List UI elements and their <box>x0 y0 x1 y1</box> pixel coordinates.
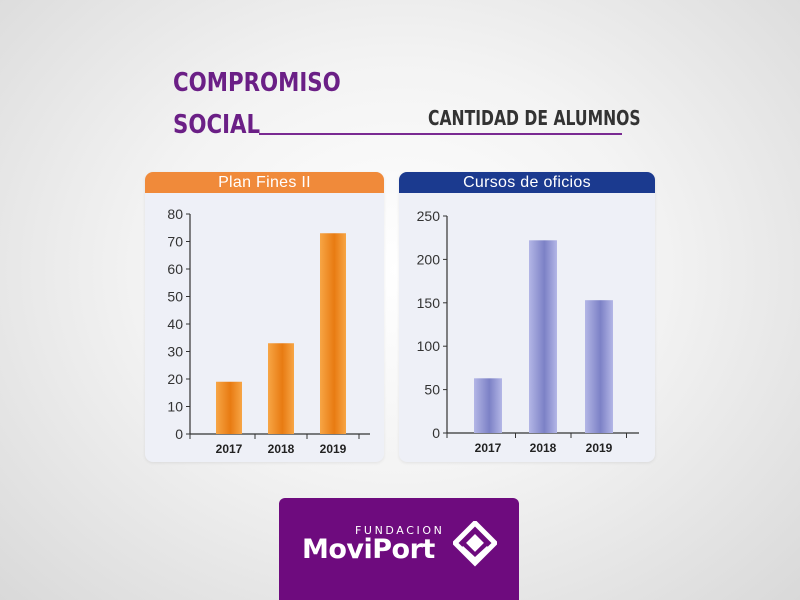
y-tick-label: 30 <box>167 344 183 360</box>
bar-2019 <box>585 300 613 433</box>
x-tick-label: 2018 <box>268 442 295 456</box>
y-tick-label: 250 <box>417 208 441 224</box>
y-tick-label: 40 <box>167 316 183 332</box>
y-tick-label: 80 <box>167 206 183 222</box>
y-tick-label: 0 <box>175 426 183 442</box>
y-tick-label: 50 <box>167 289 183 305</box>
y-tick-label: 60 <box>167 261 183 277</box>
y-tick-label: 50 <box>424 382 440 398</box>
heading: COMPROMISO SOCIAL <box>173 62 378 146</box>
bar-2017 <box>474 378 502 433</box>
bar-2018 <box>529 240 557 433</box>
y-tick-label: 20 <box>167 371 183 387</box>
chart-title: Cursos de oficios <box>399 172 655 193</box>
bar-chart-cursos-oficios: 0 50 100 150 200 250 2017 2018 2019 <box>417 208 639 455</box>
heading-line-2: SOCIAL <box>173 110 261 140</box>
bar-2019 <box>320 233 346 434</box>
y-tick-label: 200 <box>417 251 441 267</box>
chart-title: Plan Fines II <box>145 172 384 193</box>
logo-box: FUNDACION MoviPort <box>279 498 519 600</box>
heading-line-1: COMPROMISO <box>173 68 341 98</box>
subtitle: CANTIDAD DE ALUMNOS <box>428 106 641 130</box>
x-tick-label: 2017 <box>216 442 243 456</box>
bar-chart-plan-fines: 0 10 20 30 40 50 60 70 80 2017 2018 2019 <box>167 206 370 456</box>
y-tick-label: 150 <box>417 295 441 311</box>
bar-2018 <box>268 343 294 434</box>
logo-fundacion-text: FUNDACION <box>355 524 445 537</box>
chart-panel-cursos-oficios: Cursos de oficios 0 50 100 150 200 250 2017 201… <box>399 172 655 462</box>
y-tick-label: 70 <box>167 234 183 250</box>
x-tick-label: 2017 <box>475 441 502 455</box>
logo-moviport-text: MoviPort <box>302 534 435 565</box>
subtitle-rule <box>259 133 622 135</box>
moviport-diamond-icon <box>453 521 497 567</box>
bar-2017 <box>216 381 242 434</box>
x-tick-label: 2019 <box>586 441 613 455</box>
y-tick-label: 0 <box>432 425 440 441</box>
x-tick-label: 2018 <box>530 441 557 455</box>
y-tick-label: 10 <box>167 399 183 415</box>
chart-panel-plan-fines: Plan Fines II 0 10 20 30 40 50 60 70 80 2017 2018 2… <box>145 172 384 462</box>
y-tick-label: 100 <box>417 338 441 354</box>
x-tick-label: 2019 <box>320 442 347 456</box>
